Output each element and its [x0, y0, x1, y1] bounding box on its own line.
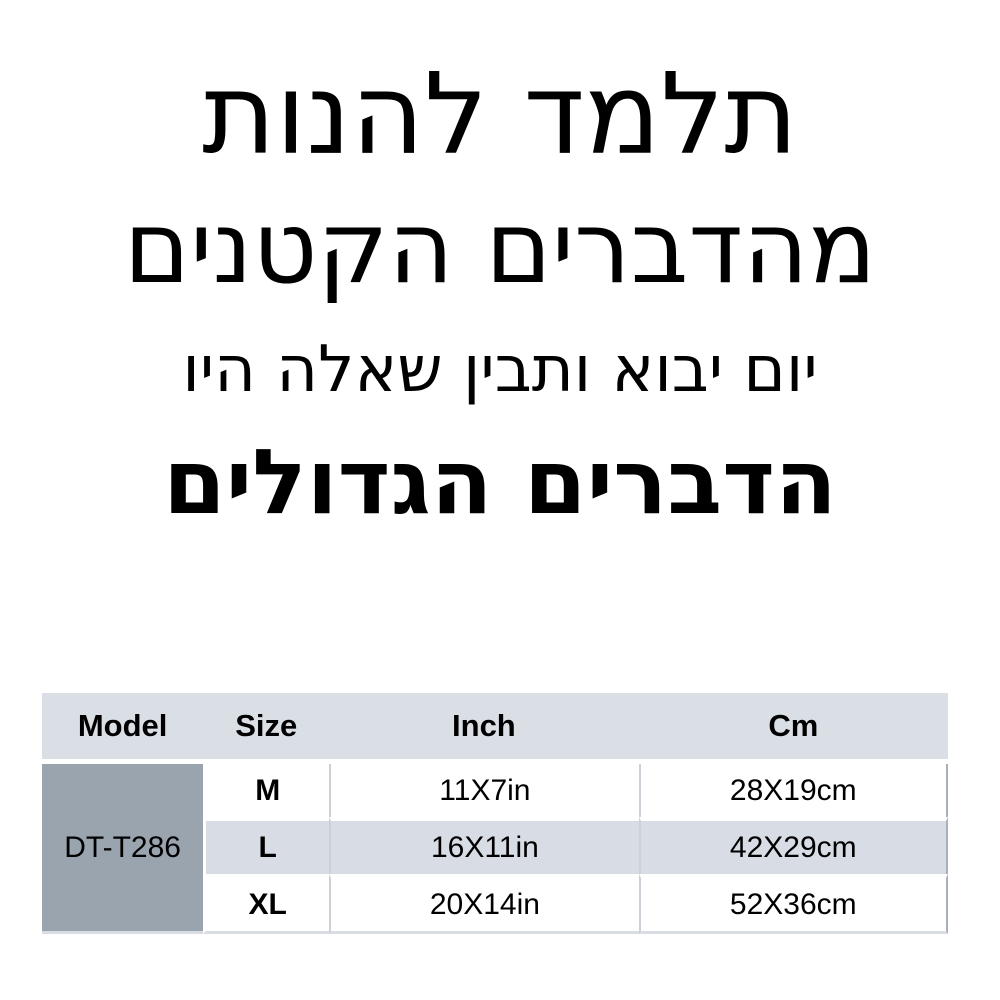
- column-header-size: Size: [203, 693, 330, 764]
- size-cell-m: M: [203, 764, 330, 817]
- size-cell-l: L: [203, 817, 330, 874]
- inch-cell-m: 11X7in: [329, 764, 639, 817]
- quote-line-1: תלמד להנות: [202, 50, 798, 180]
- column-header-cm: Cm: [638, 693, 948, 764]
- model-number-cell: DT-T286: [42, 764, 204, 934]
- size-row-xl: XL 20X14in 52X36cm: [42, 874, 948, 934]
- column-header-model: Model: [42, 693, 204, 764]
- inch-cell-xl: 20X14in: [329, 874, 639, 934]
- inch-cell-l: 16X11in: [329, 817, 639, 874]
- cm-cell-xl: 52X36cm: [638, 874, 948, 934]
- quote-line-4: הדברים הגדולים: [163, 430, 837, 535]
- column-header-inch: Inch: [329, 693, 639, 764]
- size-row-l: L 16X11in 42X29cm: [42, 817, 948, 874]
- hebrew-quote: תלמד להנות מהדברים הקטנים יום יבוא ותבין…: [123, 50, 877, 535]
- size-table-header-row: Model Size Inch Cm: [42, 693, 948, 764]
- cm-cell-l: 42X29cm: [638, 817, 948, 874]
- quote-line-3: יום יבוא ותבין שאלה היו: [182, 333, 818, 407]
- size-cell-xl: XL: [203, 874, 330, 934]
- size-row-m: DT-T286 M 11X7in 28X19cm: [42, 764, 948, 934]
- cm-cell-m: 28X19cm: [638, 764, 948, 817]
- size-table: Model Size Inch Cm DT-T286 M 11X7in 28X1…: [42, 693, 948, 934]
- quote-line-2: מהדברים הקטנים: [123, 189, 877, 306]
